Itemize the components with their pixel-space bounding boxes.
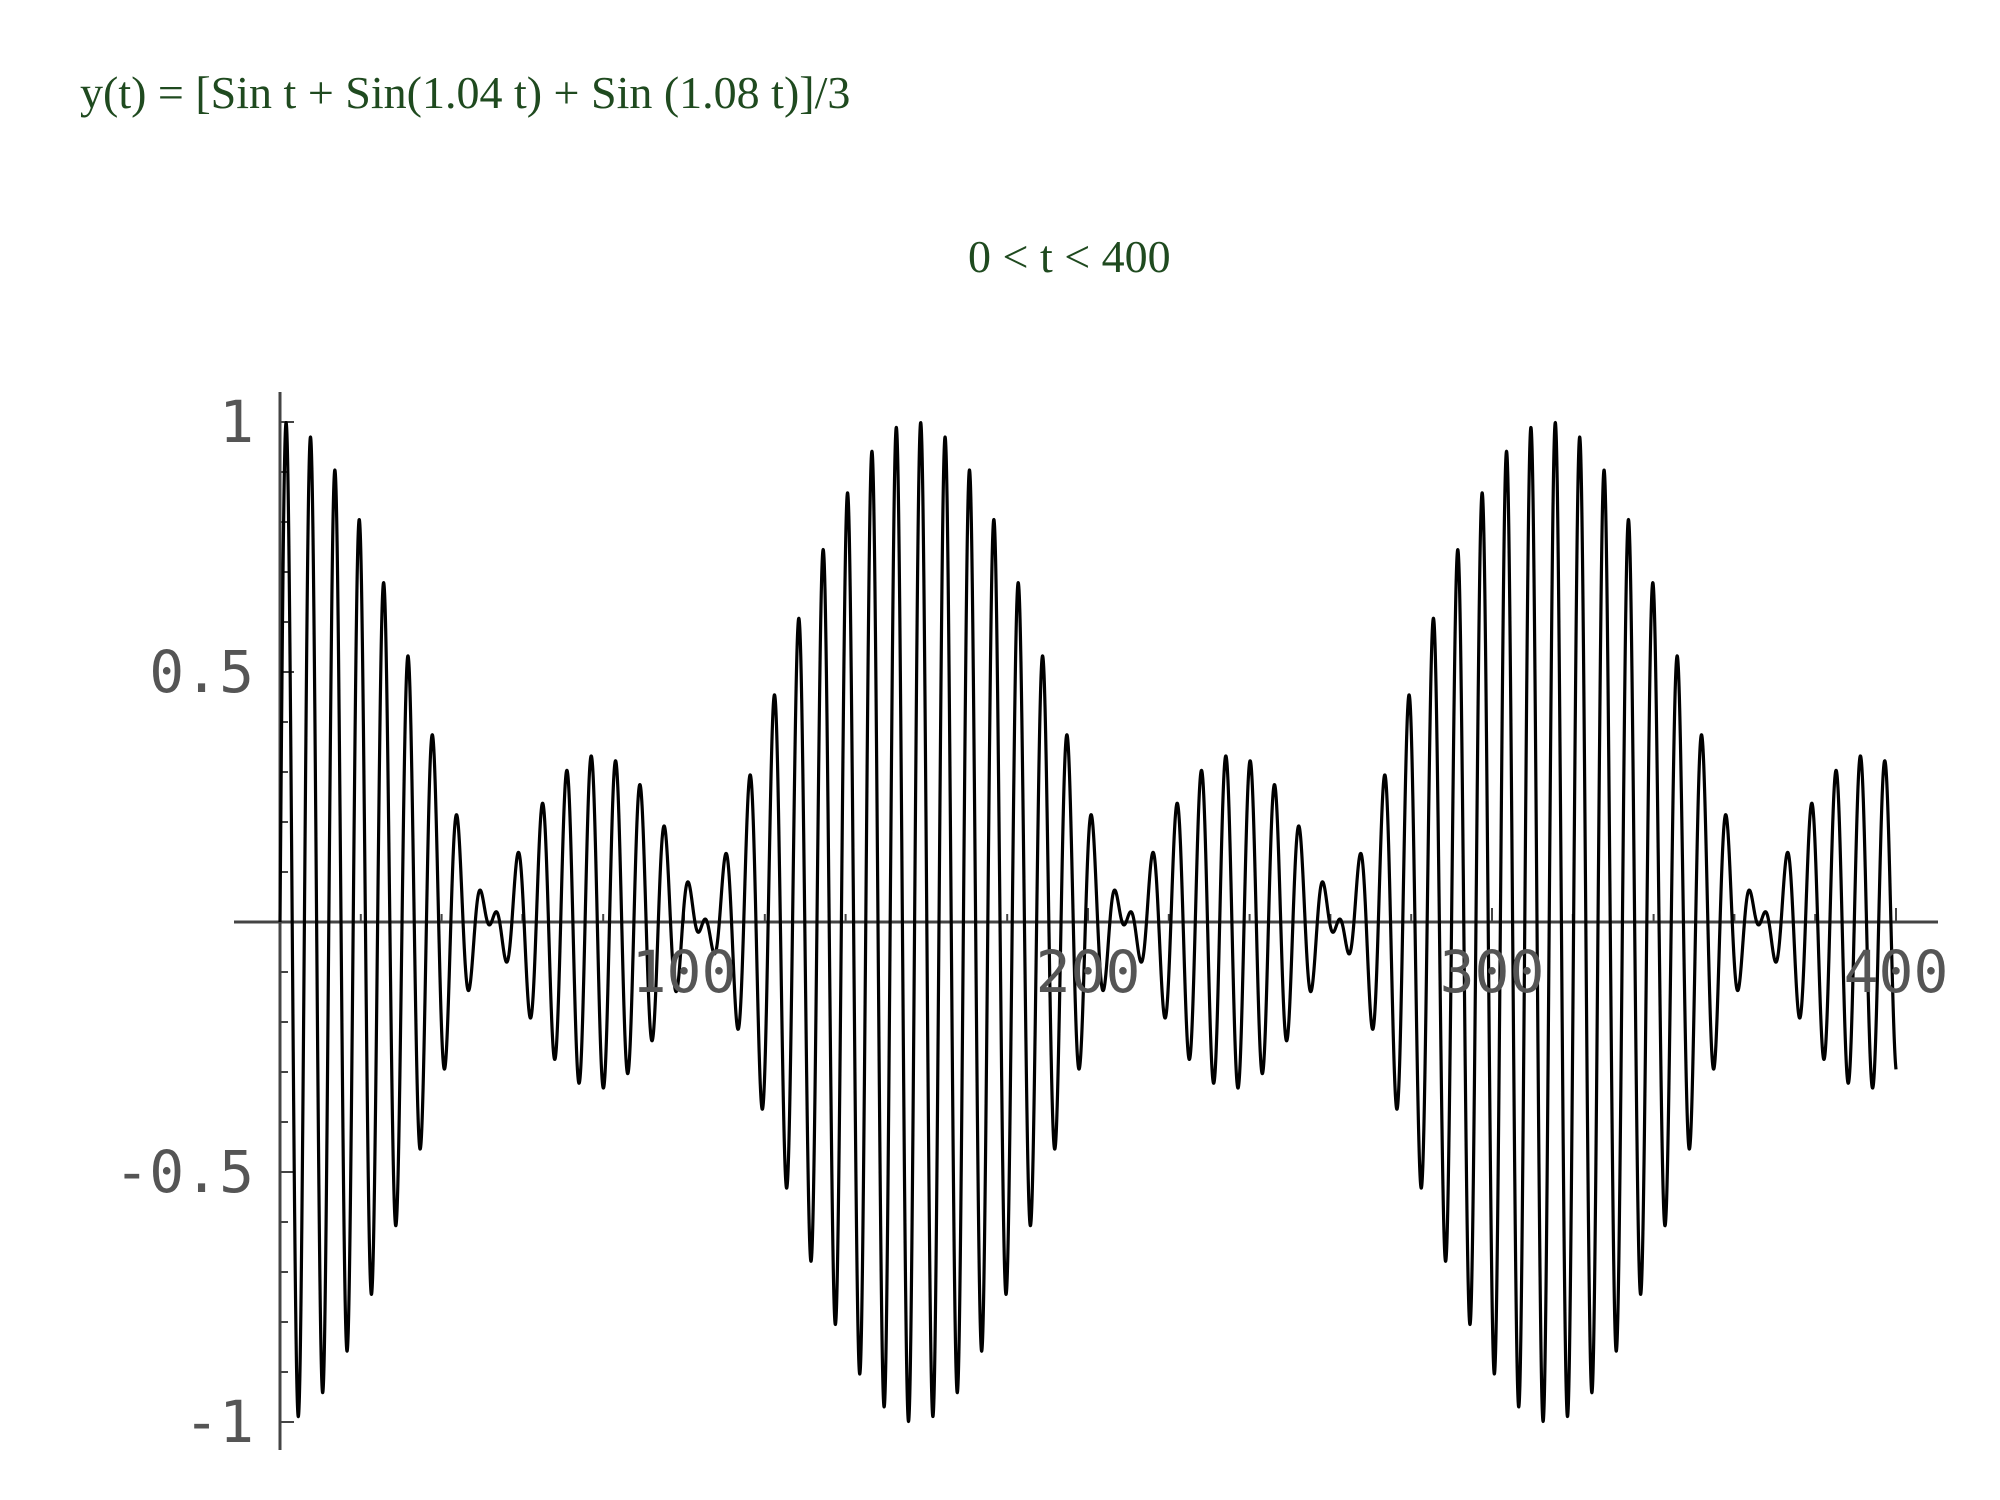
x-tick-label: 200 xyxy=(1036,938,1141,1006)
formula-title: y(t) = [Sin t + Sin(1.04 t) + Sin (1.08 … xyxy=(80,67,851,118)
series-line xyxy=(278,421,1898,1423)
x-tick-label: 100 xyxy=(632,938,737,1006)
y-tick-label: 1 xyxy=(219,388,254,456)
tick-labels: 100 200 300 400 1 0.5 -0.5 -1 xyxy=(114,388,1948,1456)
series-layer xyxy=(278,421,1898,1423)
y-tick-label: -0.5 xyxy=(114,1138,254,1206)
x-tick-label: 300 xyxy=(1440,938,1545,1006)
y-tick-label: 0.5 xyxy=(149,638,254,706)
y-tick-label: -1 xyxy=(184,1388,254,1456)
range-subtitle: 0 < t < 400 xyxy=(968,231,1171,282)
x-tick-label: 400 xyxy=(1844,938,1949,1006)
